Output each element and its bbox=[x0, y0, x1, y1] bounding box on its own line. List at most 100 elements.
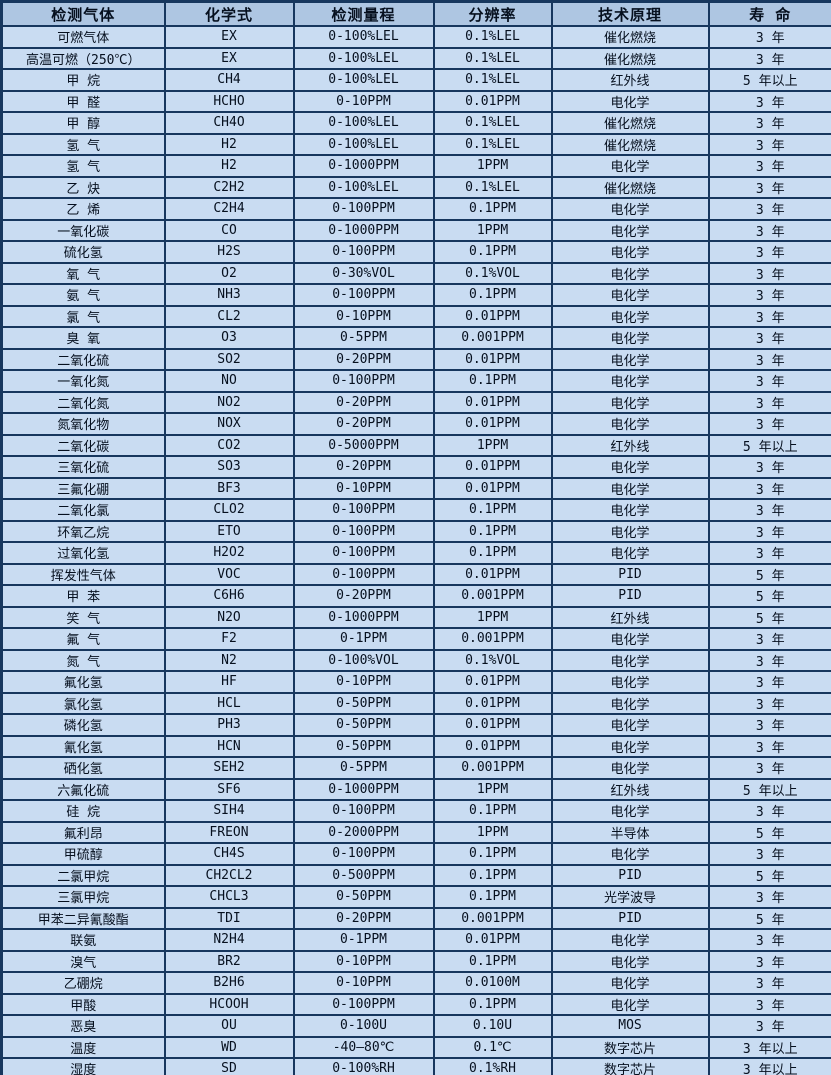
principle-cell: 电化学 bbox=[550, 541, 710, 565]
principle-cell: PID bbox=[550, 863, 710, 887]
lifespan-cell: 3 年 bbox=[707, 240, 831, 264]
resolution-cell: 0.01PPM bbox=[432, 390, 553, 414]
column-header-formula: 化学式 bbox=[163, 0, 295, 27]
principle-cell: 催化燃烧 bbox=[550, 46, 710, 70]
resolution-cell: 1PPM bbox=[432, 218, 553, 242]
gas-cell: 可燃气体 bbox=[0, 25, 166, 49]
range-cell: 0-100PPM bbox=[292, 197, 435, 221]
gas-cell: 乙 炔 bbox=[0, 175, 166, 199]
table-row: 联氨 N2H4 0-1PPM 0.01PPM 电化学 3 年 bbox=[0, 928, 831, 952]
table-row: 三氟化硼 BF3 0-10PPM 0.01PPM 电化学 3 年 bbox=[0, 476, 831, 500]
lifespan-cell: 3 年 bbox=[707, 304, 831, 328]
principle-cell: 电化学 bbox=[550, 240, 710, 264]
formula-cell: H2 bbox=[163, 154, 295, 178]
gas-cell: 磷化氢 bbox=[0, 713, 166, 737]
gas-cell: 甲苯二异氰酸酯 bbox=[0, 906, 166, 930]
lifespan-cell: 3 年 bbox=[707, 455, 831, 479]
resolution-cell: 0.1%LEL bbox=[432, 132, 553, 156]
resolution-cell: 0.01PPM bbox=[432, 412, 553, 436]
gas-cell: 氢 气 bbox=[0, 132, 166, 156]
range-cell: 0-50PPM bbox=[292, 691, 435, 715]
resolution-cell: 0.1PPM bbox=[432, 519, 553, 543]
range-cell: 0-100PPM bbox=[292, 519, 435, 543]
gas-cell: 二氯甲烷 bbox=[0, 863, 166, 887]
range-cell: 0-100%LEL bbox=[292, 46, 435, 70]
table-row: 硫化氢 H2S 0-100PPM 0.1PPM 电化学 3 年 bbox=[0, 240, 831, 264]
resolution-cell: 0.1PPM bbox=[432, 197, 553, 221]
formula-cell: O3 bbox=[163, 326, 295, 350]
principle-cell: 电化学 bbox=[550, 519, 710, 543]
lifespan-cell: 3 年 bbox=[707, 928, 831, 952]
formula-cell: HCOOH bbox=[163, 992, 295, 1016]
table-row: 一氧化氮 NO 0-100PPM 0.1PPM 电化学 3 年 bbox=[0, 369, 831, 393]
gas-cell: 氮氧化物 bbox=[0, 412, 166, 436]
formula-cell: CHCL3 bbox=[163, 885, 295, 909]
resolution-cell: 0.1PPM bbox=[432, 369, 553, 393]
principle-cell: 电化学 bbox=[550, 971, 710, 995]
formula-cell: H2S bbox=[163, 240, 295, 264]
table-row: 乙 烯 C2H4 0-100PPM 0.1PPM 电化学 3 年 bbox=[0, 197, 831, 221]
table-row: 六氟化硫 SF6 0-1000PPM 1PPM 红外线 5 年以上 bbox=[0, 777, 831, 801]
lifespan-cell: 3 年以上 bbox=[707, 1057, 831, 1075]
formula-cell: CLO2 bbox=[163, 498, 295, 522]
lifespan-cell: 3 年 bbox=[707, 842, 831, 866]
gas-cell: 氢 气 bbox=[0, 154, 166, 178]
gas-cell: 三氟化硼 bbox=[0, 476, 166, 500]
table-row: 高温可燃（250℃） EX 0-100%LEL 0.1%LEL 催化燃烧 3 年 bbox=[0, 46, 831, 70]
principle-cell: 电化学 bbox=[550, 713, 710, 737]
range-cell: 0-1PPM bbox=[292, 928, 435, 952]
lifespan-cell: 3 年 bbox=[707, 498, 831, 522]
range-cell: 0-1000PPM bbox=[292, 154, 435, 178]
principle-cell: PID bbox=[550, 584, 710, 608]
resolution-cell: 0.01PPM bbox=[432, 691, 553, 715]
table-row: 二氧化氯 CLO2 0-100PPM 0.1PPM 电化学 3 年 bbox=[0, 498, 831, 522]
lifespan-cell: 3 年 bbox=[707, 46, 831, 70]
resolution-cell: 0.1%LEL bbox=[432, 175, 553, 199]
gas-cell: 二氧化氮 bbox=[0, 390, 166, 414]
lifespan-cell: 3 年 bbox=[707, 412, 831, 436]
resolution-cell: 0.1PPM bbox=[432, 240, 553, 264]
range-cell: 0-1000PPM bbox=[292, 605, 435, 629]
range-cell: 0-100PPM bbox=[292, 498, 435, 522]
range-cell: 0-2000PPM bbox=[292, 820, 435, 844]
formula-cell: TDI bbox=[163, 906, 295, 930]
formula-cell: H2O2 bbox=[163, 541, 295, 565]
range-cell: 0-100%RH bbox=[292, 1057, 435, 1075]
column-header-lifespan: 寿 命 bbox=[707, 0, 831, 27]
range-cell: 0-1000PPM bbox=[292, 218, 435, 242]
range-cell: 0-5PPM bbox=[292, 756, 435, 780]
gas-cell: 氨 气 bbox=[0, 283, 166, 307]
principle-cell: MOS bbox=[550, 1014, 710, 1038]
range-cell: 0-50PPM bbox=[292, 885, 435, 909]
table-row: 甲酸 HCOOH 0-100PPM 0.1PPM 电化学 3 年 bbox=[0, 992, 831, 1016]
gas-cell: 恶臭 bbox=[0, 1014, 166, 1038]
range-cell: 0-1PPM bbox=[292, 627, 435, 651]
resolution-cell: 1PPM bbox=[432, 433, 553, 457]
formula-cell: FREON bbox=[163, 820, 295, 844]
gas-cell: 二氧化碳 bbox=[0, 433, 166, 457]
gas-cell: 温度 bbox=[0, 1035, 166, 1059]
range-cell: 0-5000PPM bbox=[292, 433, 435, 457]
lifespan-cell: 3 年 bbox=[707, 949, 831, 973]
range-cell: 0-20PPM bbox=[292, 455, 435, 479]
formula-cell: B2H6 bbox=[163, 971, 295, 995]
resolution-cell: 0.001PPM bbox=[432, 326, 553, 350]
lifespan-cell: 3 年 bbox=[707, 111, 831, 135]
principle-cell: 电化学 bbox=[550, 197, 710, 221]
resolution-cell: 1PPM bbox=[432, 820, 553, 844]
resolution-cell: 0.1%LEL bbox=[432, 46, 553, 70]
formula-cell: NH3 bbox=[163, 283, 295, 307]
principle-cell: 半导体 bbox=[550, 820, 710, 844]
lifespan-cell: 3 年 bbox=[707, 283, 831, 307]
gas-cell: 一氧化碳 bbox=[0, 218, 166, 242]
principle-cell: 催化燃烧 bbox=[550, 132, 710, 156]
range-cell: 0-100PPM bbox=[292, 562, 435, 586]
principle-cell: 电化学 bbox=[550, 218, 710, 242]
lifespan-cell: 5 年 bbox=[707, 906, 831, 930]
resolution-cell: 0.1℃ bbox=[432, 1035, 553, 1059]
table-row: 甲苯二异氰酸酯 TDI 0-20PPM 0.001PPM PID 5 年 bbox=[0, 906, 831, 930]
resolution-cell: 1PPM bbox=[432, 154, 553, 178]
table-header: 检测气体 化学式 检测量程 分辨率 技术原理寿 命 bbox=[0, 0, 831, 27]
formula-cell: PH3 bbox=[163, 713, 295, 737]
formula-cell: CO2 bbox=[163, 433, 295, 457]
